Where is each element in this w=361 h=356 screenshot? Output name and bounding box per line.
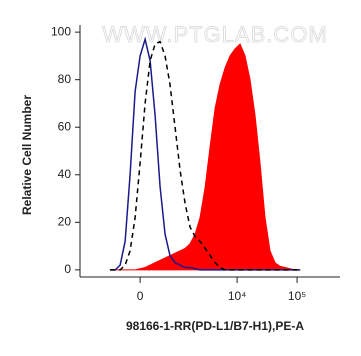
x-tick-label: 10⁴ xyxy=(228,289,247,303)
y-tick-label: 80 xyxy=(58,72,72,86)
y-tick-label: 0 xyxy=(64,262,71,276)
y-tick-label: 100 xyxy=(51,24,71,38)
y-tick-label: 60 xyxy=(58,119,72,133)
y-tick-label: 20 xyxy=(58,214,72,228)
x-axis-label: 98166-1-RR(PD-L1/B7-H1),PE-A xyxy=(126,319,304,333)
watermark: WWW.PTGLAB.COM xyxy=(102,22,327,47)
y-axis-label: Relative Cell Number xyxy=(20,95,34,215)
area xyxy=(109,43,301,271)
line xyxy=(110,40,300,271)
x-tick-label: 0 xyxy=(137,289,144,303)
x-tick-label: 10⁵ xyxy=(288,289,306,303)
y-tick-label: 40 xyxy=(58,167,72,181)
